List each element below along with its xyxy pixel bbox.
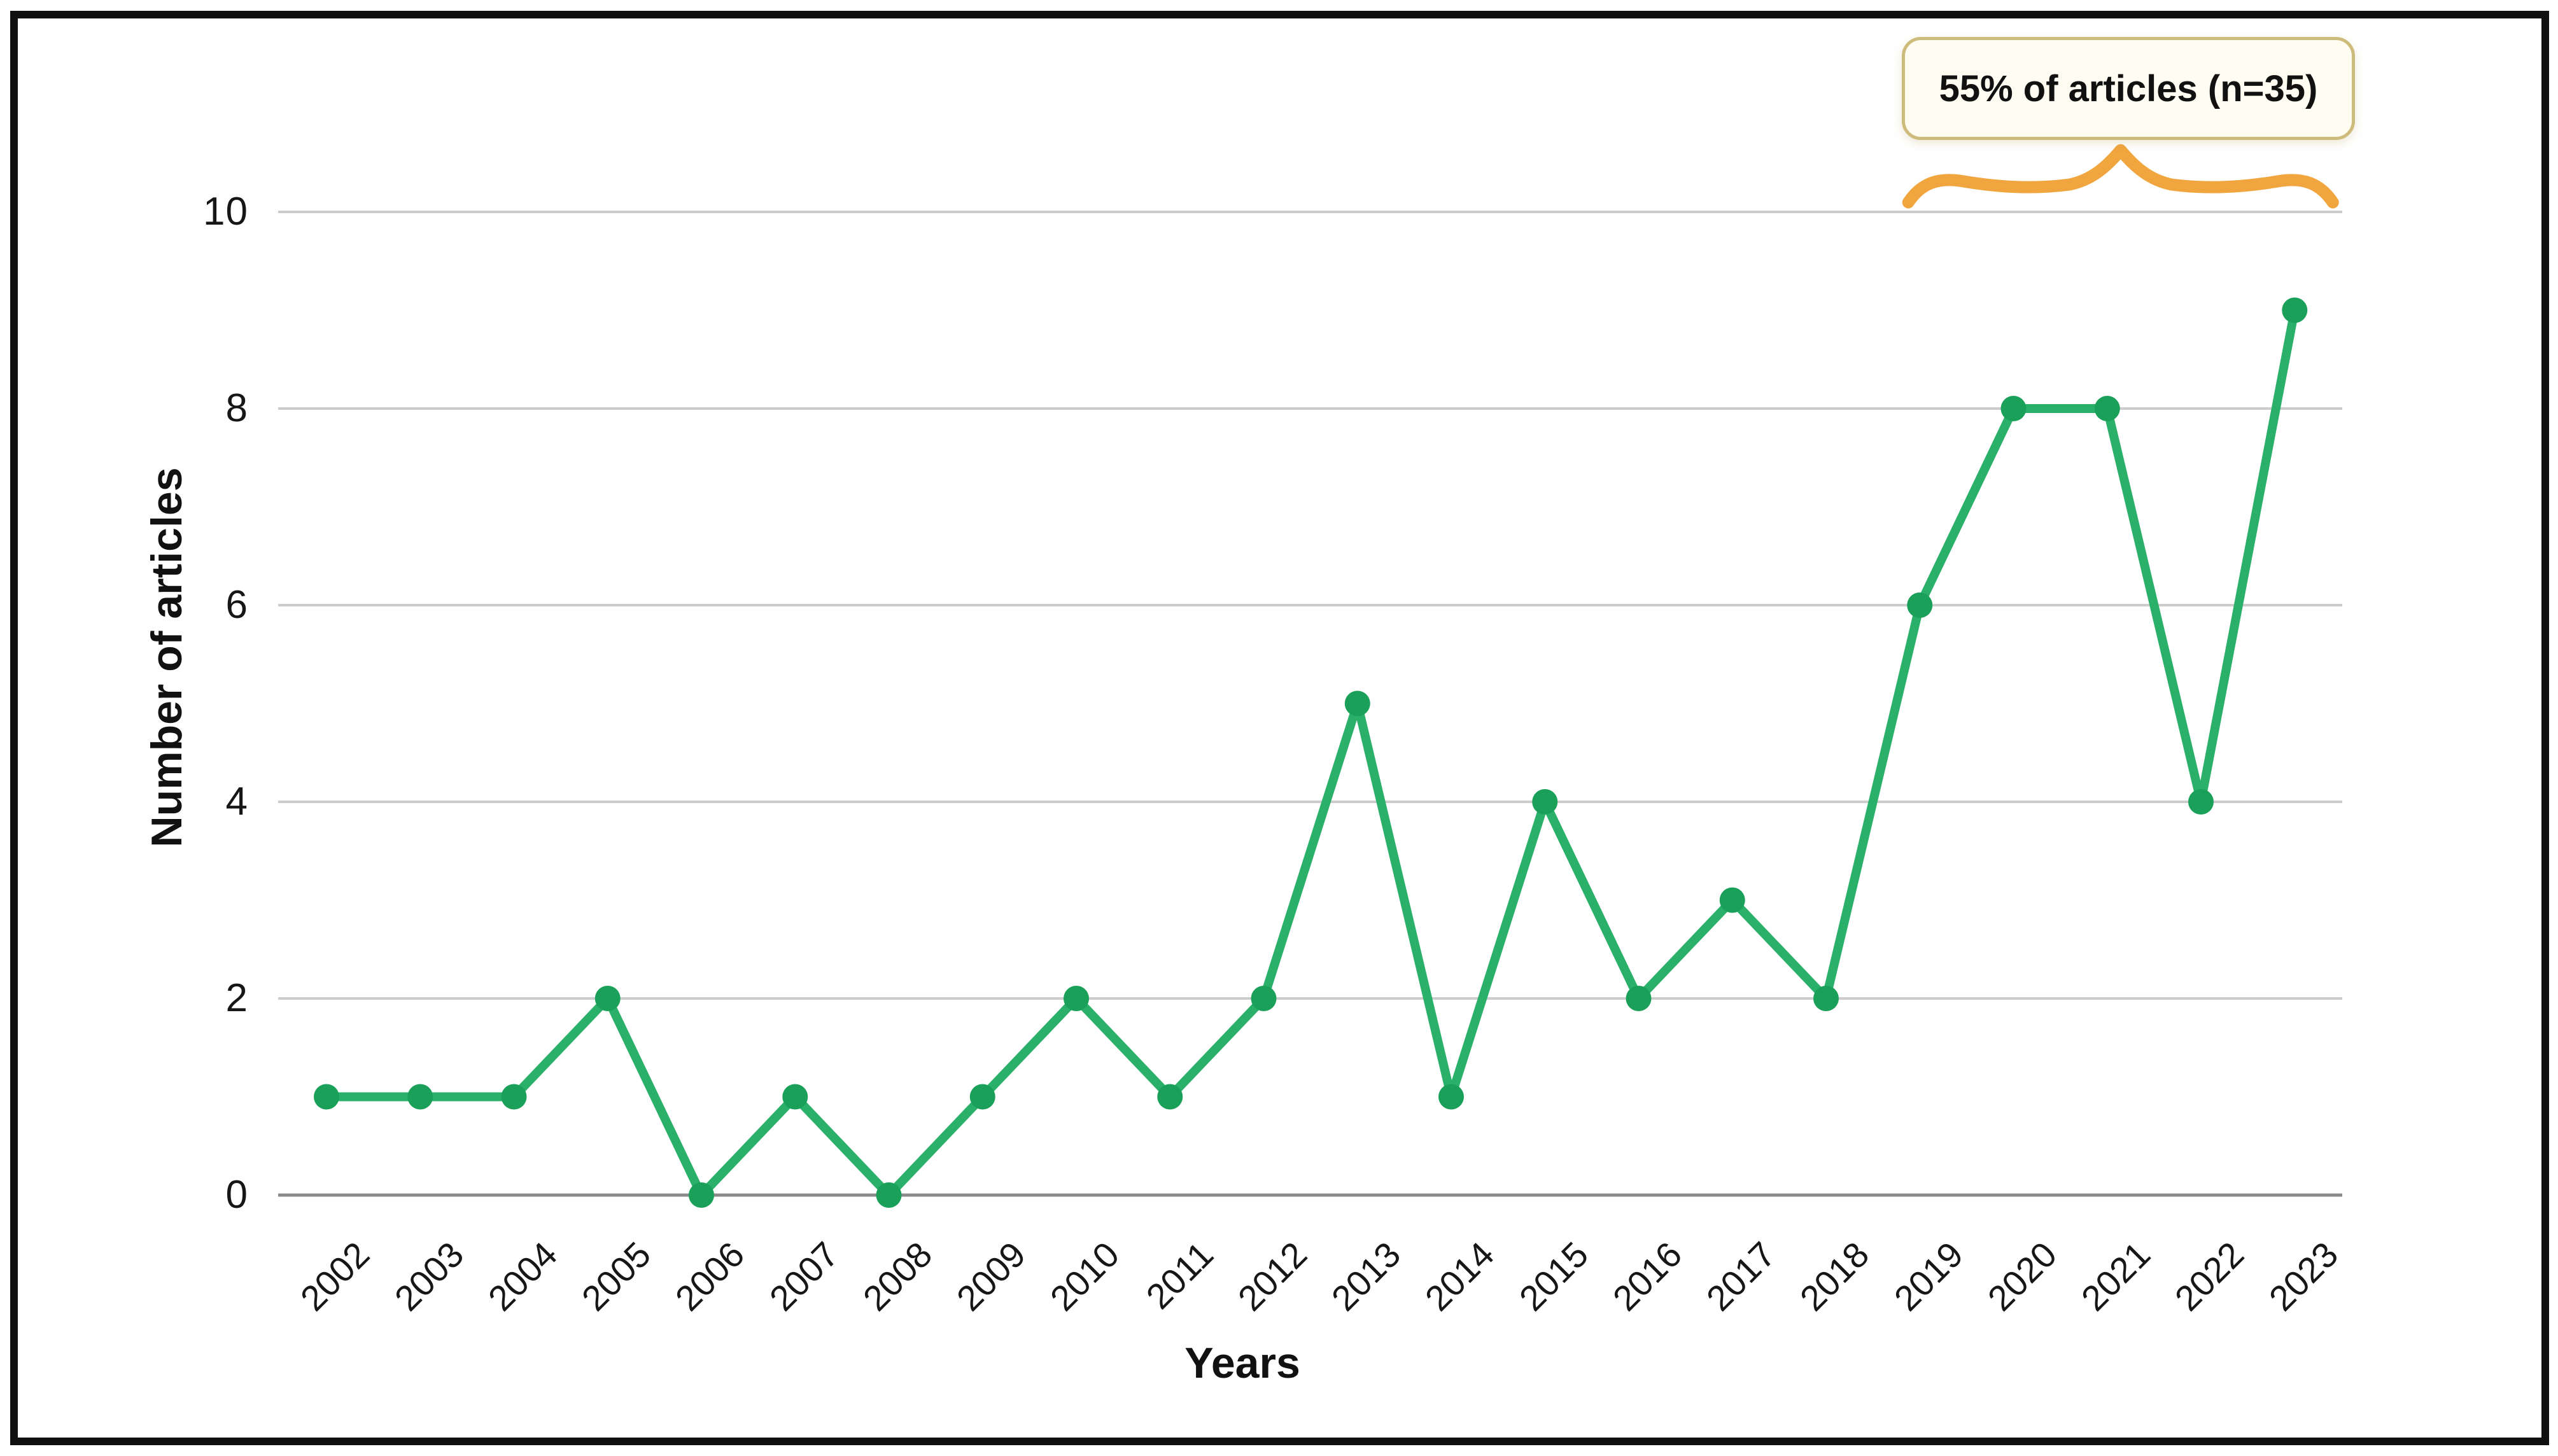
y-tick-label: 2 <box>225 976 248 1020</box>
data-point-marker <box>1813 986 1839 1011</box>
annotation-callout-box: 55% of articles (n=35) <box>1902 37 2355 140</box>
data-line <box>322 305 2300 1200</box>
data-point-marker <box>969 1084 995 1110</box>
y-tick-label: 8 <box>225 386 248 430</box>
data-point-marker <box>1719 887 1745 913</box>
data-point-marker <box>1344 690 1370 717</box>
y-tick-label: 6 <box>225 583 248 627</box>
data-point-marker <box>782 1084 808 1110</box>
data-point-marker <box>407 1084 433 1110</box>
data-point-marker <box>2000 396 2027 421</box>
chart-frame-border <box>10 11 2549 1445</box>
data-point-marker <box>1532 789 1558 815</box>
data-point-marker <box>594 986 621 1011</box>
data-point-marker <box>1064 986 1089 1011</box>
y-tick-label: 0 <box>225 1173 248 1217</box>
data-point-marker <box>2188 789 2214 815</box>
data-point-marker <box>876 1182 902 1208</box>
data-point-marker <box>2282 297 2308 323</box>
y-axis-title: Number of articles <box>143 467 191 848</box>
data-point-marker <box>1626 986 1652 1011</box>
annotation-label: 55% of articles (n=35) <box>1939 67 2318 109</box>
data-point-marker <box>689 1182 714 1208</box>
curly-brace-icon <box>1902 144 2339 209</box>
y-tick-label: 4 <box>225 780 248 823</box>
data-point-marker <box>1438 1084 1464 1110</box>
x-axis-title: Years <box>1184 1339 1300 1387</box>
data-point-marker <box>1251 986 1277 1011</box>
data-point-marker <box>1907 592 1933 618</box>
data-point-marker <box>314 1084 339 1110</box>
data-point-marker <box>1157 1084 1183 1110</box>
data-point-marker <box>501 1084 527 1110</box>
data-point-marker <box>2094 396 2120 421</box>
y-tick-label: 10 <box>203 190 248 234</box>
